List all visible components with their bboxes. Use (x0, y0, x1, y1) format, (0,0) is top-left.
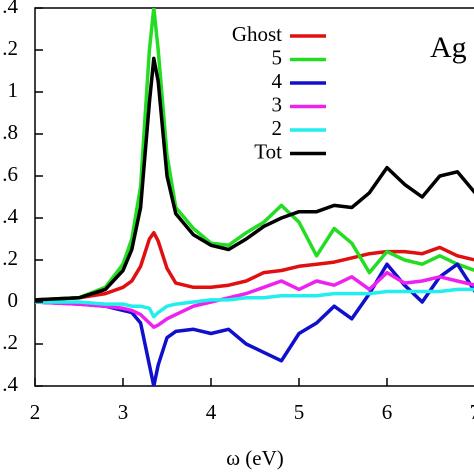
legend-label: 2 (272, 116, 283, 140)
legend-label: Ghost (232, 22, 282, 46)
y-tick-label: 0 (8, 288, 19, 312)
y-tick-label: .8 (2, 120, 18, 144)
x-tick-label: 5 (294, 400, 305, 424)
legend-label: Tot (254, 139, 282, 163)
x-axis-label: ω (eV) (226, 446, 284, 470)
curves (35, 8, 474, 386)
x-tick-label: 2 (30, 400, 41, 424)
x-tick-label: 3 (118, 400, 129, 424)
legend-label: 5 (272, 45, 283, 69)
y-tick-label: .6 (2, 162, 18, 186)
y-tick-label: .2 (2, 36, 18, 60)
series-line (35, 262, 474, 386)
legend-label: 4 (272, 69, 283, 93)
x-tick-label: 4 (206, 400, 217, 424)
series-line (35, 287, 474, 319)
series-line (35, 8, 474, 302)
chart-title: Ag (430, 31, 467, 64)
y-tick-label: .2 (2, 330, 18, 354)
x-tick-label: 6 (382, 400, 393, 424)
series-line (35, 56, 474, 302)
x-tick-label: 7 (470, 400, 474, 424)
plot-frame (34, 7, 474, 387)
y-tick-label: 1 (8, 78, 19, 102)
y-tick-label: .2 (2, 246, 18, 270)
y-tick-label: .4 (2, 0, 18, 18)
series-line (35, 230, 474, 302)
series-line (35, 270, 474, 329)
legend-label: 3 (272, 92, 283, 116)
y-tick-label: .4 (2, 204, 18, 228)
y-tick-label: .4 (2, 372, 18, 396)
